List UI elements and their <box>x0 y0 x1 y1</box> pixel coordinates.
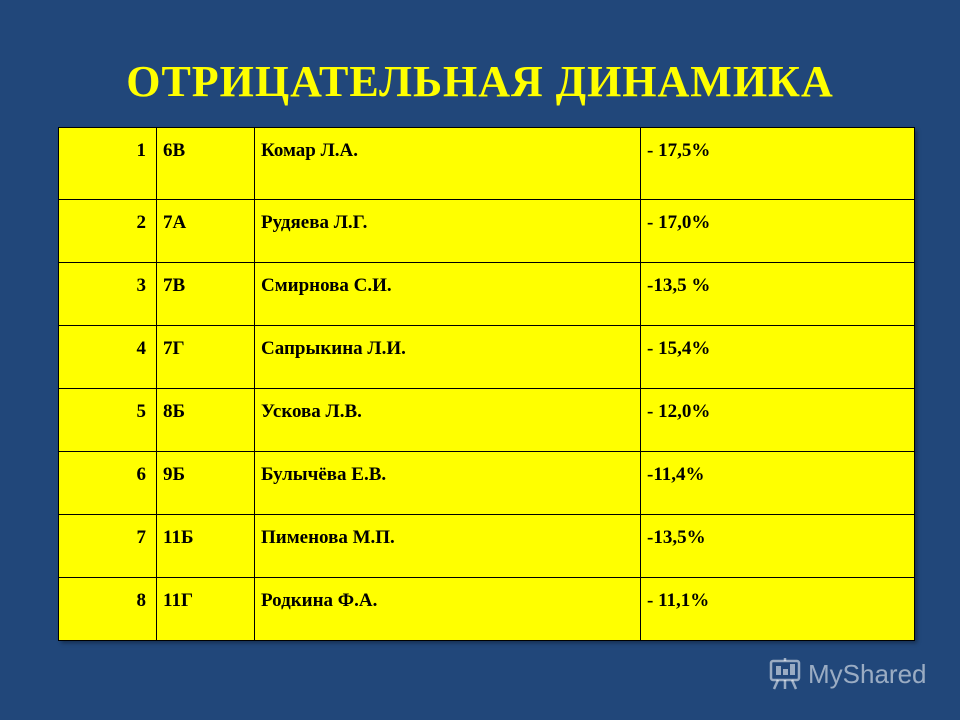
row-number: 1 <box>58 127 157 200</box>
table-row: 5 8Б Ускова Л.В. - 12,0% <box>58 388 915 452</box>
teacher-name-cell: Булычёва Е.В. <box>254 451 641 515</box>
class-cell: 8Б <box>156 388 255 452</box>
row-number: 8 <box>58 577 157 641</box>
table-row: 2 7А Рудяева Л.Г. - 17,0% <box>58 199 915 263</box>
class-cell: 11Б <box>156 514 255 578</box>
teacher-name-cell: Пименова М.П. <box>254 514 641 578</box>
teacher-name-cell: Сапрыкина Л.И. <box>254 325 641 389</box>
class-cell: 7В <box>156 262 255 326</box>
row-number: 5 <box>58 388 157 452</box>
row-number: 3 <box>58 262 157 326</box>
watermark-text: MyShared <box>808 658 927 689</box>
teacher-name-cell: Родкина Ф.А. <box>254 577 641 641</box>
class-cell: 6В <box>156 127 255 200</box>
row-number: 4 <box>58 325 157 389</box>
dynamics-value-cell: - 12,0% <box>640 388 915 452</box>
dynamics-value-cell: - 17,0% <box>640 199 915 263</box>
table-row: 6 9Б Булычёва Е.В. -11,4% <box>58 451 915 515</box>
class-cell: 7А <box>156 199 255 263</box>
dynamics-value-cell: - 15,4% <box>640 325 915 389</box>
watermark: MyShared <box>768 654 927 694</box>
class-cell: 11Г <box>156 577 255 641</box>
teacher-name-cell: Ускова Л.В. <box>254 388 641 452</box>
teacher-name-cell: Комар Л.А. <box>254 127 641 200</box>
dynamics-value-cell: -13,5 % <box>640 262 915 326</box>
row-number: 2 <box>58 199 157 263</box>
results-table-container: 1 6В Комар Л.А. - 17,5% 2 7А Рудяева Л.Г… <box>58 127 915 641</box>
slide-title: ОТРИЦАТЕЛЬНАЯ ДИНАМИКА <box>126 57 834 106</box>
table-row: 4 7Г Сапрыкина Л.И. - 15,4% <box>58 325 915 389</box>
class-cell: 9Б <box>156 451 255 515</box>
table-row: 8 11Г Родкина Ф.А. - 11,1% <box>58 577 915 641</box>
dynamics-value-cell: -13,5% <box>640 514 915 578</box>
row-number: 6 <box>58 451 157 515</box>
dynamics-value-cell: -11,4% <box>640 451 915 515</box>
results-table: 1 6В Комар Л.А. - 17,5% 2 7А Рудяева Л.Г… <box>58 127 915 641</box>
teacher-name-cell: Смирнова С.И. <box>254 262 641 326</box>
table-row: 1 6В Комар Л.А. - 17,5% <box>58 127 915 200</box>
dynamics-value-cell: - 11,1% <box>640 577 915 641</box>
dynamics-value-cell: - 17,5% <box>640 127 915 200</box>
table-row: 3 7В Смирнова С.И. -13,5 % <box>58 262 915 326</box>
teacher-name-cell: Рудяева Л.Г. <box>254 199 641 263</box>
table-row: 7 11Б Пименова М.П. -13,5% <box>58 514 915 578</box>
presentation-board-icon <box>769 658 801 690</box>
class-cell: 7Г <box>156 325 255 389</box>
row-number: 7 <box>58 514 157 578</box>
